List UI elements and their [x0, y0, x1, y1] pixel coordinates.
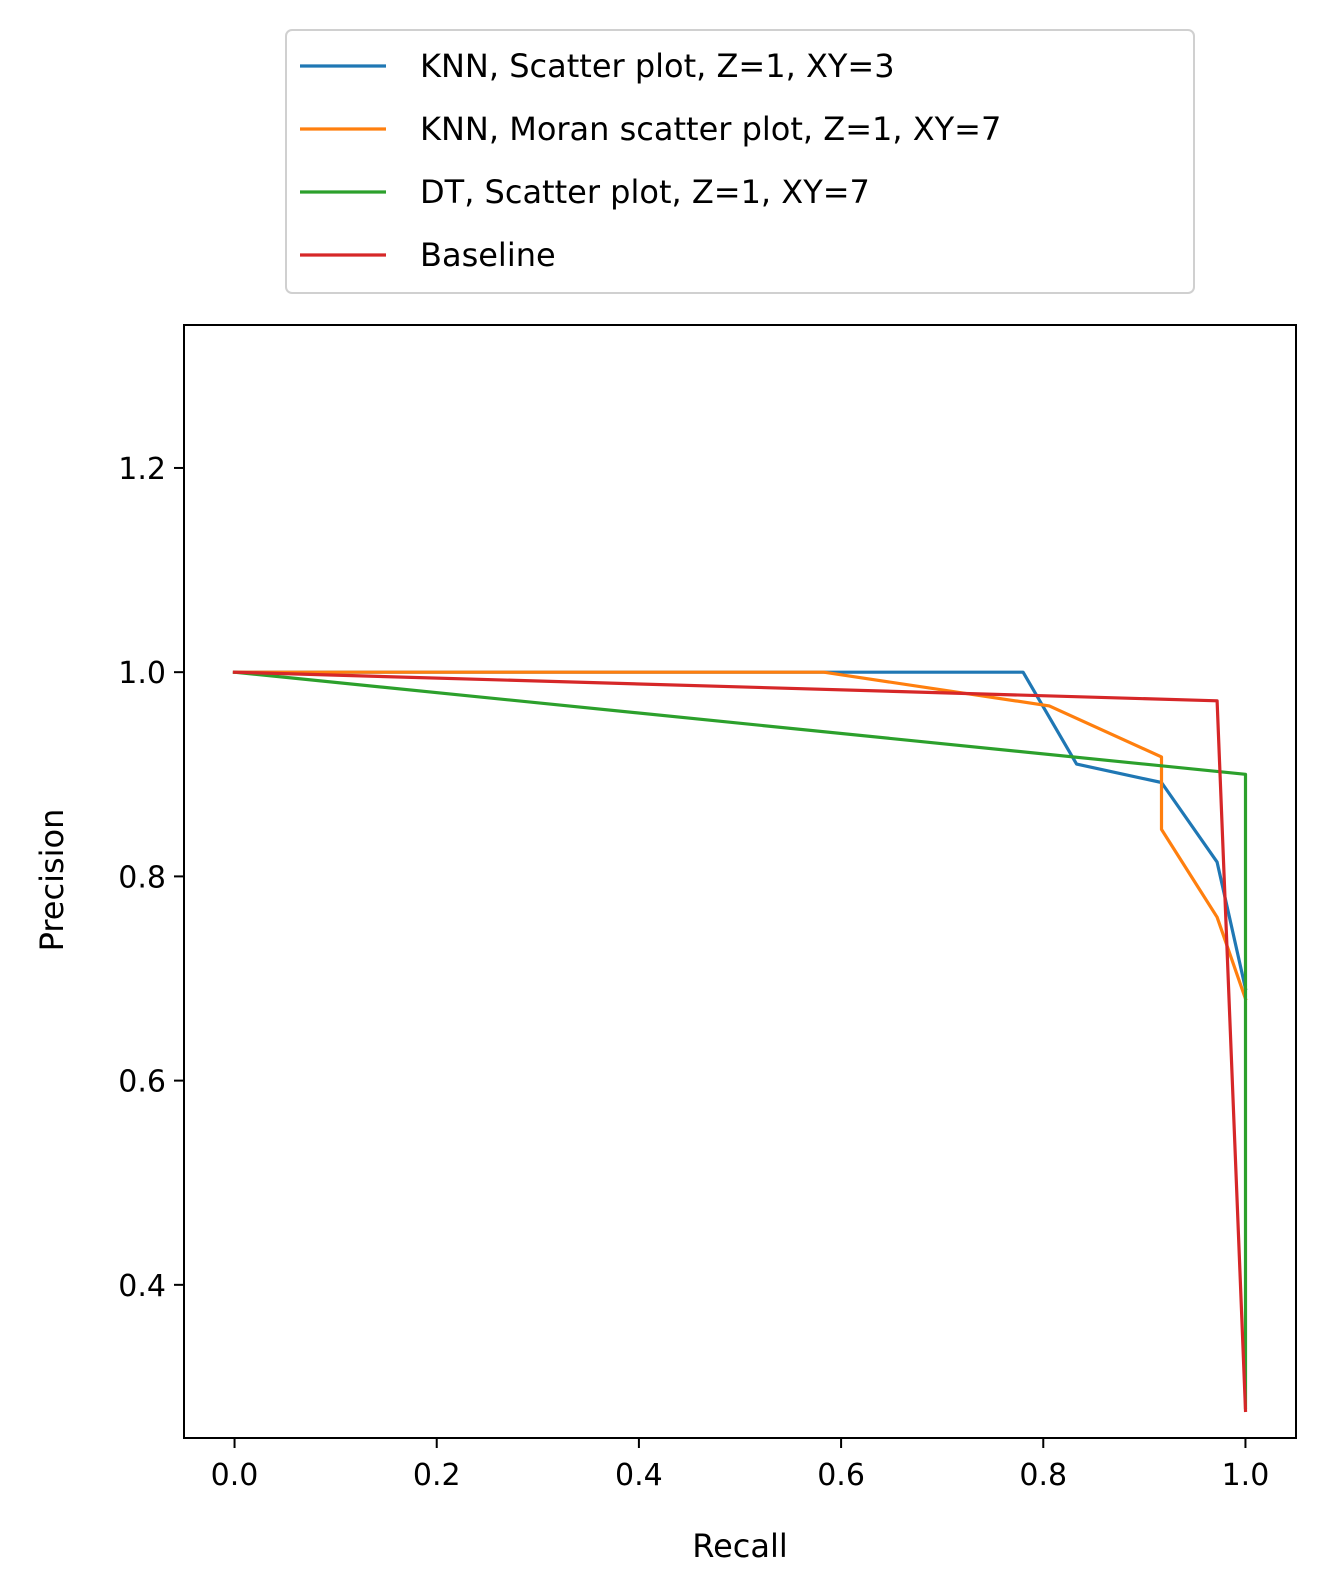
- legend-entries: KNN, Scatter plot, Z=1, XY=3 KNN, Moran s…: [300, 47, 1001, 274]
- x-axis-title: Recall: [692, 1527, 787, 1565]
- x-axis: 0.0 0.2 0.4 0.6 0.8 1.0: [211, 1438, 1270, 1493]
- y-tick-label: 0.8: [118, 860, 166, 895]
- series-line-3: [232, 670, 1248, 1410]
- series-line-4: [232, 670, 1248, 1413]
- x-tick-label: 1.0: [1222, 1458, 1270, 1493]
- y-tick-label: 0.4: [118, 1269, 166, 1304]
- plot-area: 0.0 0.2 0.4 0.6 0.8 1.0 0.4 0.6 0.8 1.0 1.2: [118, 324, 1297, 1493]
- y-axis: 0.4 0.6 0.8 1.0 1.2: [118, 452, 184, 1304]
- axes-frame: [183, 324, 1297, 1439]
- x-tick-label: 0.6: [817, 1458, 865, 1493]
- series-line-2: [232, 670, 1248, 1001]
- legend-label-3: DT, Scatter plot, Z=1, XY=7: [420, 173, 870, 211]
- legend-label-2: KNN, Moran scatter plot, Z=1, XY=7: [420, 110, 1001, 148]
- x-tick-label: 0.2: [413, 1458, 461, 1493]
- legend-label-1: KNN, Scatter plot, Z=1, XY=3: [420, 47, 895, 85]
- legend-frame: [285, 29, 1195, 294]
- x-tick-label: 0.8: [1019, 1458, 1067, 1493]
- x-tick-label: 0.0: [211, 1458, 259, 1493]
- legend-label-4: Baseline: [420, 236, 556, 274]
- y-tick-label: 1.0: [118, 656, 166, 691]
- series-line-1: [232, 670, 1248, 991]
- y-tick-label: 1.2: [118, 452, 166, 487]
- legend: KNN, Scatter plot, Z=1, XY=3 KNN, Moran s…: [285, 29, 1195, 294]
- series-layer: [232, 670, 1248, 1413]
- y-tick-label: 0.6: [118, 1065, 166, 1100]
- x-tick-label: 0.4: [615, 1458, 663, 1493]
- y-axis-title: Precision: [33, 809, 71, 952]
